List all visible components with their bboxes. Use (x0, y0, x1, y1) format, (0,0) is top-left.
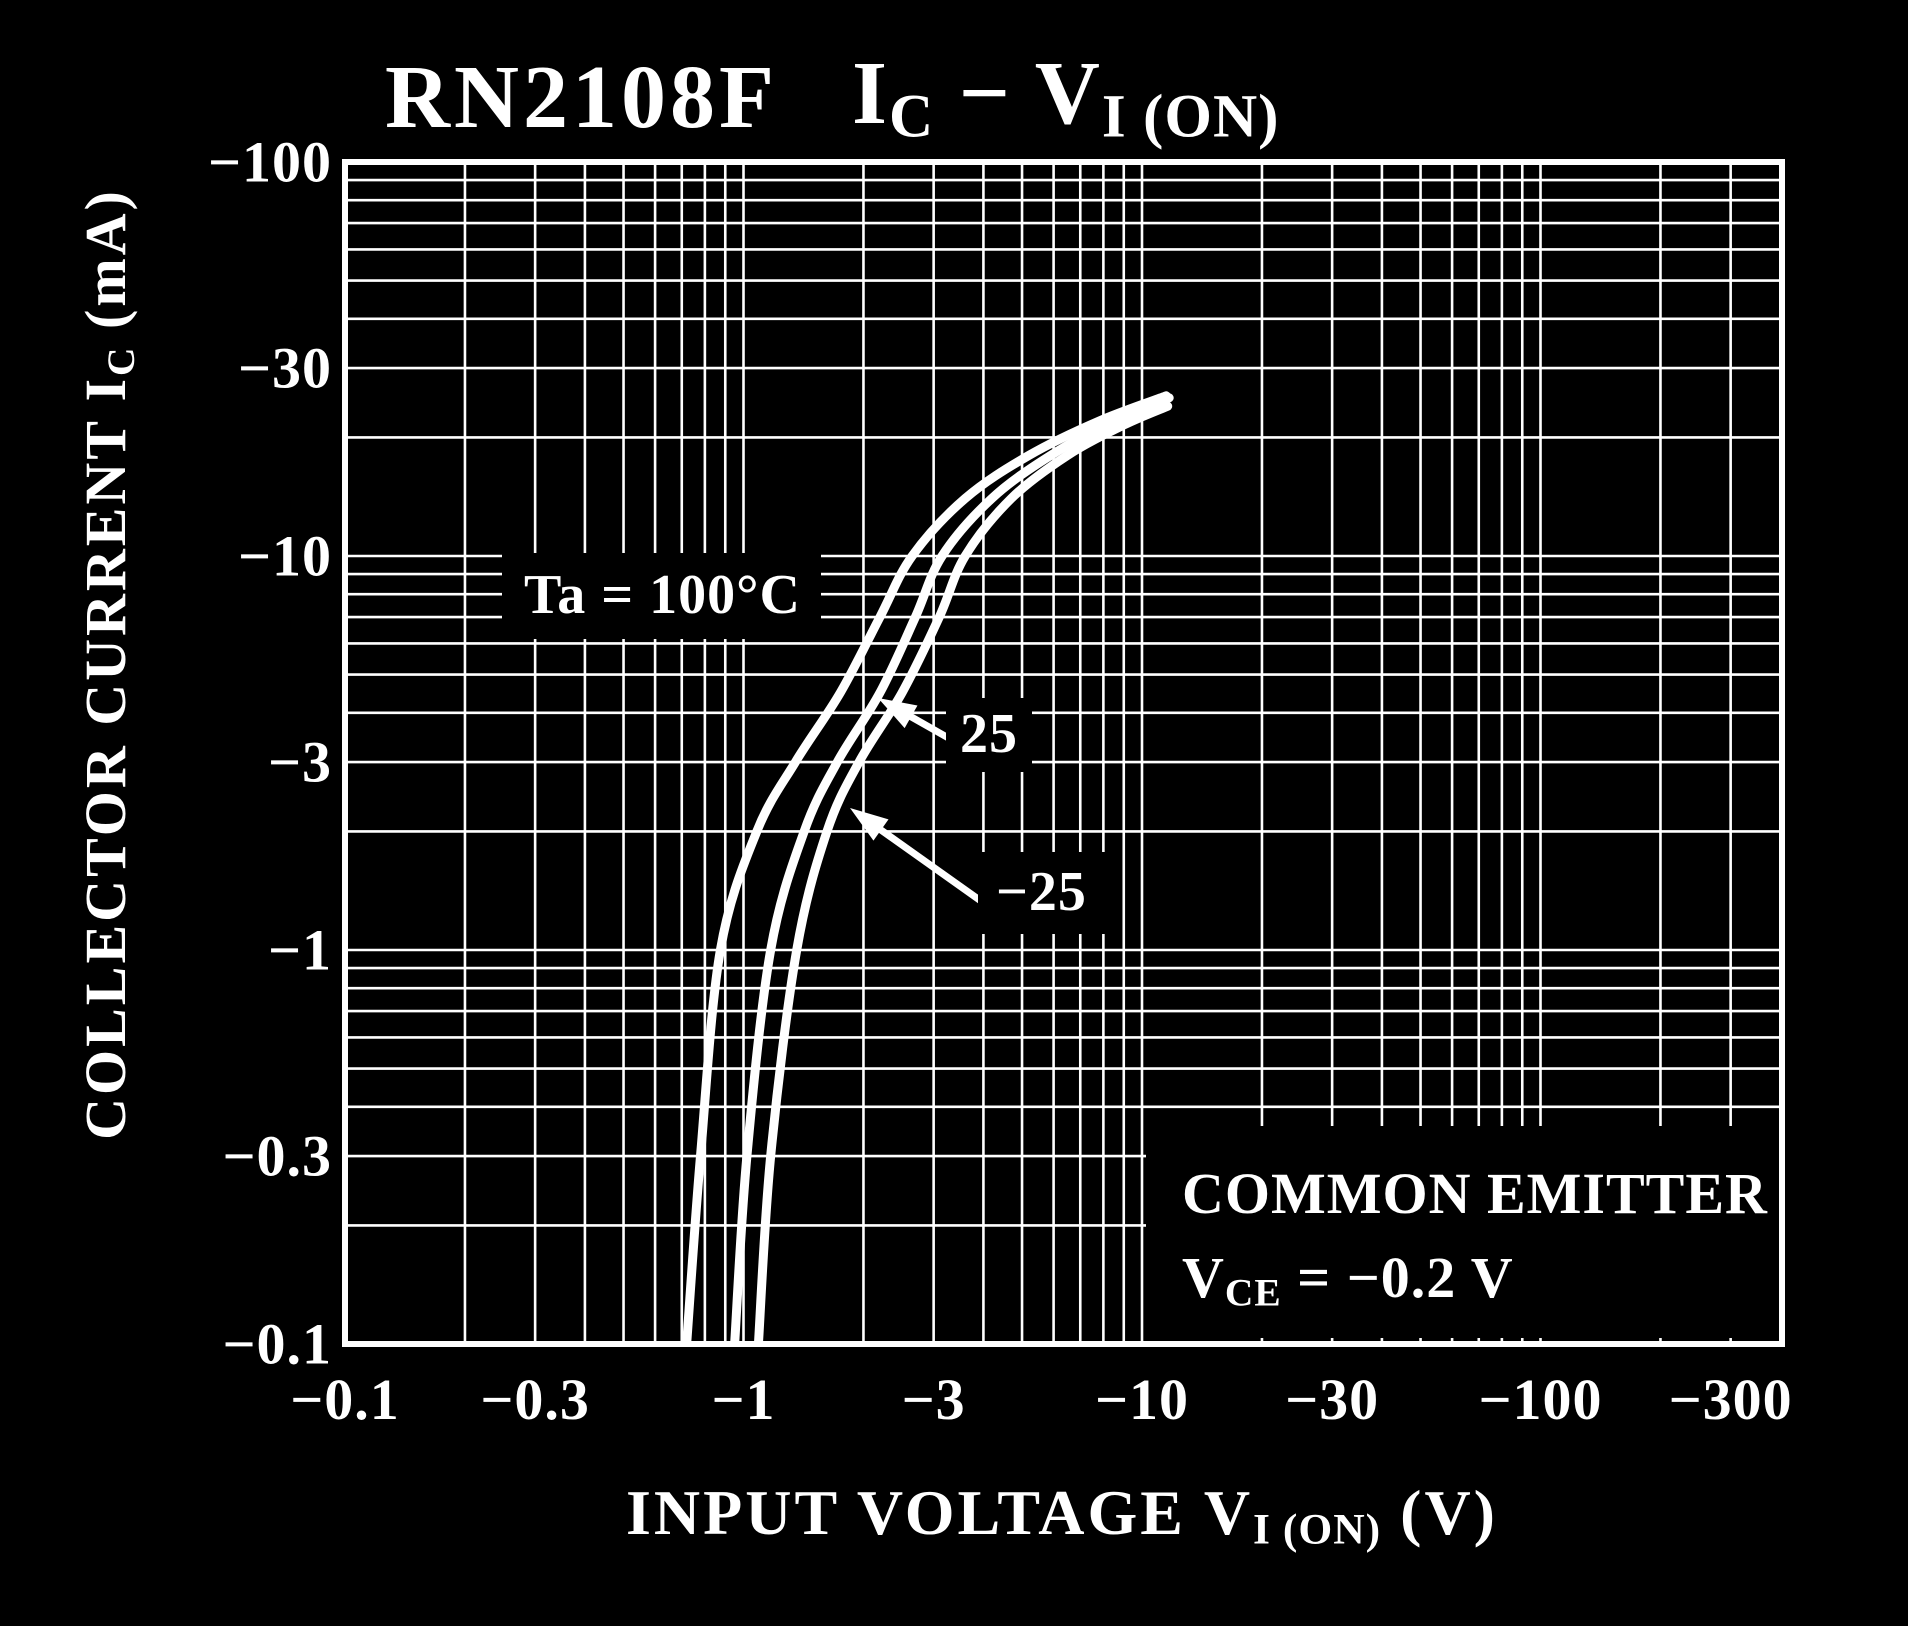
y-tick-label: −1 (267, 917, 332, 983)
x-tick-label: −100 (1478, 1367, 1603, 1432)
curve-100c (682, 391, 1171, 1344)
x-tick-label: −0.1 (290, 1367, 400, 1432)
plot-frame (342, 159, 1785, 1347)
curve--25c (753, 401, 1173, 1344)
annotation-arrows (850, 698, 991, 909)
x-tick-label: −30 (1285, 1367, 1380, 1432)
x-tick-label: −1 (711, 1367, 776, 1432)
curve-25c (730, 393, 1174, 1344)
y-axis-title: COLLECTOR CURRENT IC (mA) (73, 188, 143, 1140)
x-axis-title: INPUT VOLTAGE VI (ON) (V) (626, 1477, 1498, 1554)
conditions-box: COMMON EMITTER VCE = −0.2 V (1146, 1126, 1779, 1338)
temperature-curves (682, 391, 1174, 1344)
x-tick-label: −300 (1668, 1367, 1793, 1432)
chart-title: IC − VI (ON) (852, 44, 1280, 151)
y-tick-label: −10 (237, 523, 332, 589)
conditions-line-1: COMMON EMITTER (1182, 1161, 1768, 1226)
part-number: RN2108F (385, 48, 778, 147)
y-tick-label: −0.3 (222, 1123, 332, 1189)
y-tick-label: −100 (207, 129, 332, 195)
y-tick-label: −3 (267, 729, 332, 795)
conditions-line-2: VCE = −0.2 V (1182, 1245, 1514, 1315)
y-tick-label: −30 (237, 335, 332, 401)
label-minus-25c: −25 (978, 852, 1105, 934)
x-tick-label: −0.3 (480, 1367, 590, 1432)
x-tick-label: −10 (1094, 1367, 1190, 1432)
label-ta-100c: Ta = 100°C (502, 553, 821, 639)
label-25c: 25 (946, 698, 1032, 772)
x-tick-label: −3 (901, 1367, 966, 1432)
y-tick-label: −0.1 (222, 1311, 332, 1377)
